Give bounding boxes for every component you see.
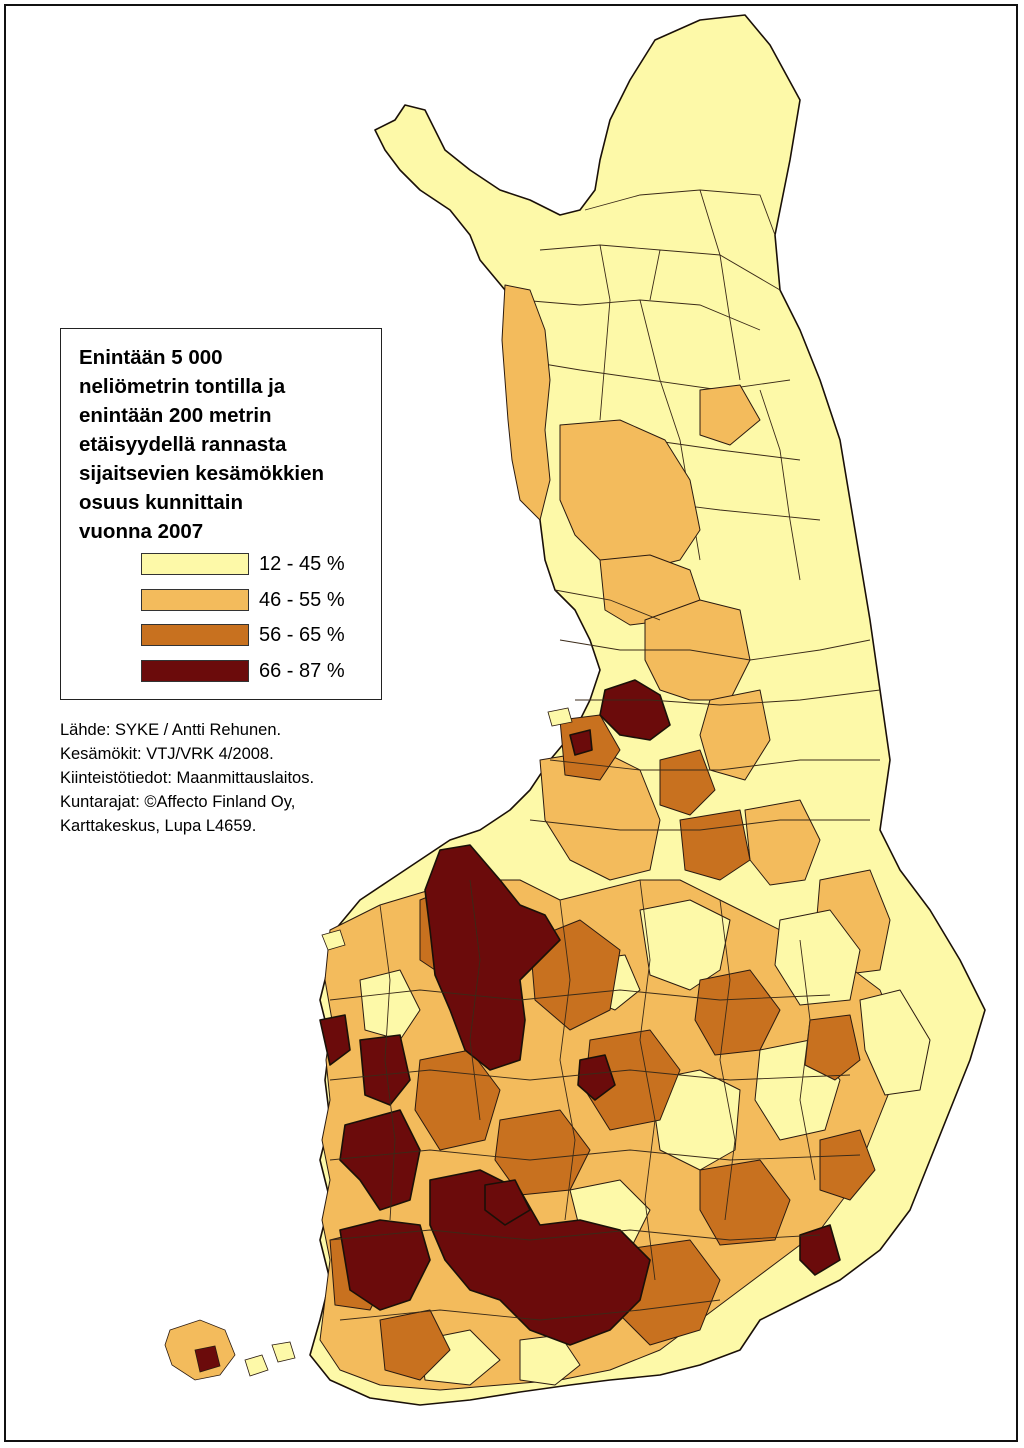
region-56-65 <box>819 1129 876 1201</box>
source-line: Karttakeskus, Lupa L4659. <box>60 817 257 835</box>
legend-label: 56 - 65 % <box>259 624 345 646</box>
region-46-55 <box>699 689 771 781</box>
legend-swatch <box>141 553 249 575</box>
region-66-87 <box>599 679 671 741</box>
region-66-87 <box>339 1219 431 1311</box>
region-12-45 <box>649 1069 741 1171</box>
region-12-45 <box>774 909 861 1006</box>
region-56-65 <box>694 969 781 1056</box>
coastal-islet <box>321 929 346 951</box>
region-56-65 <box>659 749 716 816</box>
map-legend: Enintään 5 000 neliömetrin tontilla ja e… <box>60 328 382 700</box>
region-66-87 <box>577 1054 616 1101</box>
region-66-87 <box>484 1179 531 1226</box>
legend-label: 66 - 87 % <box>259 660 345 682</box>
municipal-boundaries <box>329 589 881 1321</box>
region-56-65 <box>679 809 751 881</box>
source-line: Lähde: SYKE / Antti Rehunen. <box>60 721 282 739</box>
coastal-islet <box>547 707 573 727</box>
source-line: Kuntarajat: ©Affecto Finland Oy, <box>60 793 296 811</box>
region-66-87 <box>424 844 561 1071</box>
region-66-87 <box>339 1109 421 1211</box>
region-12-45 <box>359 969 421 1041</box>
legend-label: 46 - 55 % <box>259 589 345 611</box>
source-line: Kiinteistötiedot: Maanmittauslaitos. <box>60 769 315 787</box>
region-56-65 <box>494 1109 591 1196</box>
region-46-55 <box>501 284 551 521</box>
legend-swatch <box>141 660 249 682</box>
archipelago-islands <box>244 1354 269 1377</box>
region-66-87 <box>359 1034 411 1106</box>
aland-islands <box>194 1345 221 1373</box>
legend-swatch <box>141 589 249 611</box>
region-12-45 <box>859 989 931 1096</box>
legend-swatch <box>141 624 249 646</box>
region-46-55 <box>559 419 701 571</box>
region-66-87 <box>569 729 593 756</box>
region-56-65 <box>699 1159 791 1246</box>
archipelago-islands <box>271 1341 296 1363</box>
region-56-65 <box>804 1014 861 1081</box>
legend-label: 12 - 45 % <box>259 553 345 575</box>
legend-title: Enintään 5 000 neliömetrin tontilla ja e… <box>79 346 325 543</box>
region-46-55 <box>699 384 761 446</box>
region-12-45 <box>639 899 731 991</box>
source-line: Kesämökit: VTJ/VRK 4/2008. <box>60 745 274 763</box>
region-66-87 <box>319 1014 351 1066</box>
source-credits: Lähde: SYKE / Antti Rehunen. Kesämökit: … <box>60 718 400 838</box>
region-66-87 <box>799 1224 841 1276</box>
region-66-87 <box>429 1169 651 1346</box>
